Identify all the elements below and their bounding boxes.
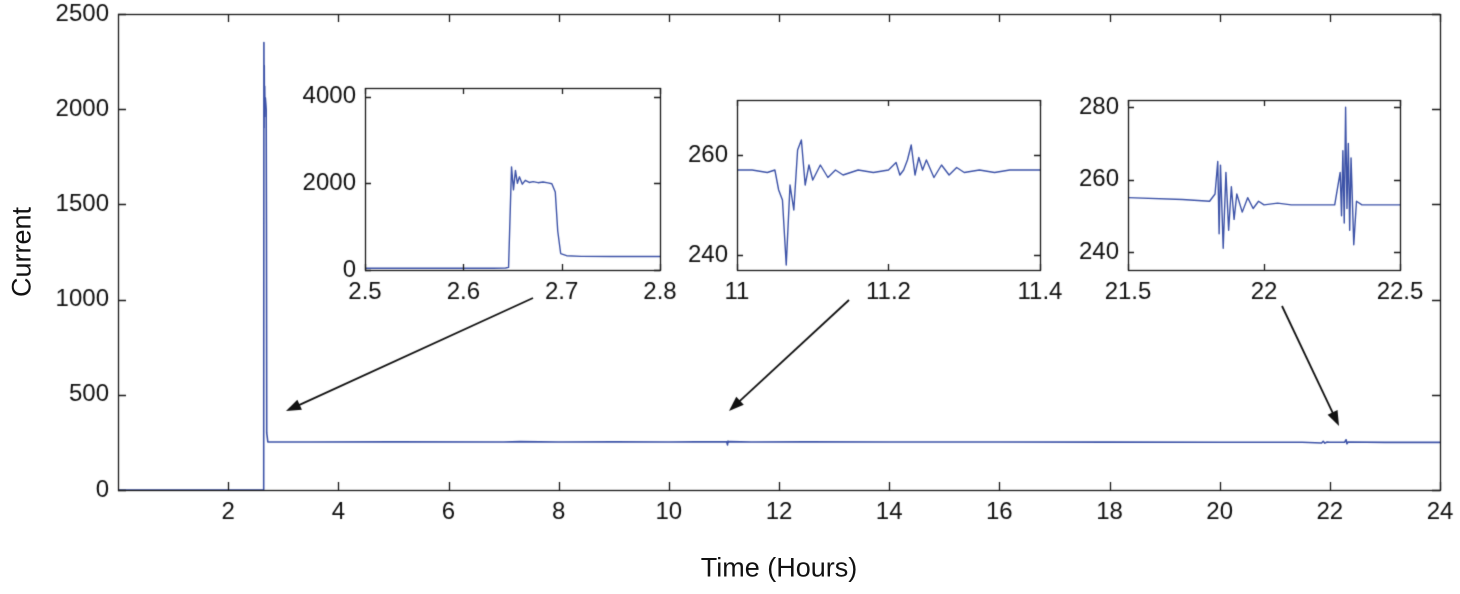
- y-axis-label: Current: [6, 206, 37, 298]
- x-axis-label: Time (Hours): [700, 552, 858, 583]
